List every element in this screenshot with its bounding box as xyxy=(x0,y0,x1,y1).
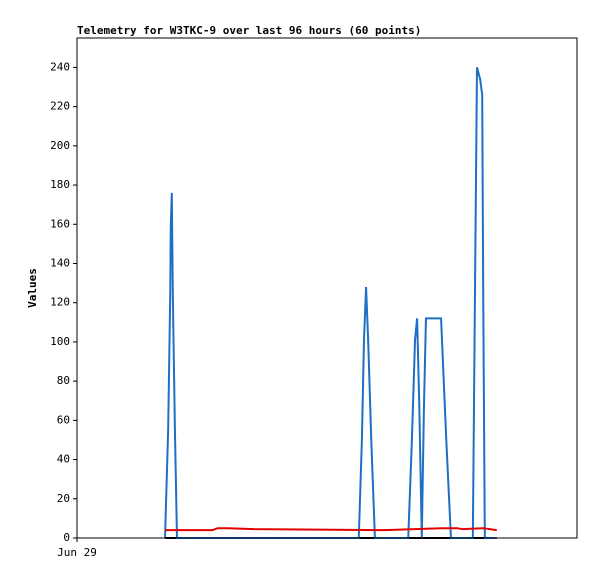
line-series xyxy=(165,527,497,532)
y-tick-label: 60 xyxy=(57,413,70,426)
y-axis-label: Values xyxy=(26,268,39,308)
y-tick-label: 200 xyxy=(50,139,70,152)
plot-frame xyxy=(76,37,578,539)
y-tick-label: 240 xyxy=(50,60,70,73)
y-tick-label: 20 xyxy=(57,492,70,505)
y-tick-label: 180 xyxy=(50,178,70,191)
chart-title: Telemetry for W3TKC-9 over last 96 hours… xyxy=(77,24,421,37)
line-series xyxy=(164,67,497,539)
y-tick-label: 160 xyxy=(50,217,70,230)
y-tick-label: 100 xyxy=(50,335,70,348)
y-tick-label: 140 xyxy=(50,256,70,269)
y-tick-label: 0 xyxy=(63,531,70,544)
x-tick-label: Jun 29 xyxy=(57,546,97,559)
y-tick-label: 120 xyxy=(50,296,70,309)
y-tick-label: 80 xyxy=(57,374,70,387)
y-tick-label: 40 xyxy=(57,453,70,466)
y-tick-label: 220 xyxy=(50,100,70,113)
